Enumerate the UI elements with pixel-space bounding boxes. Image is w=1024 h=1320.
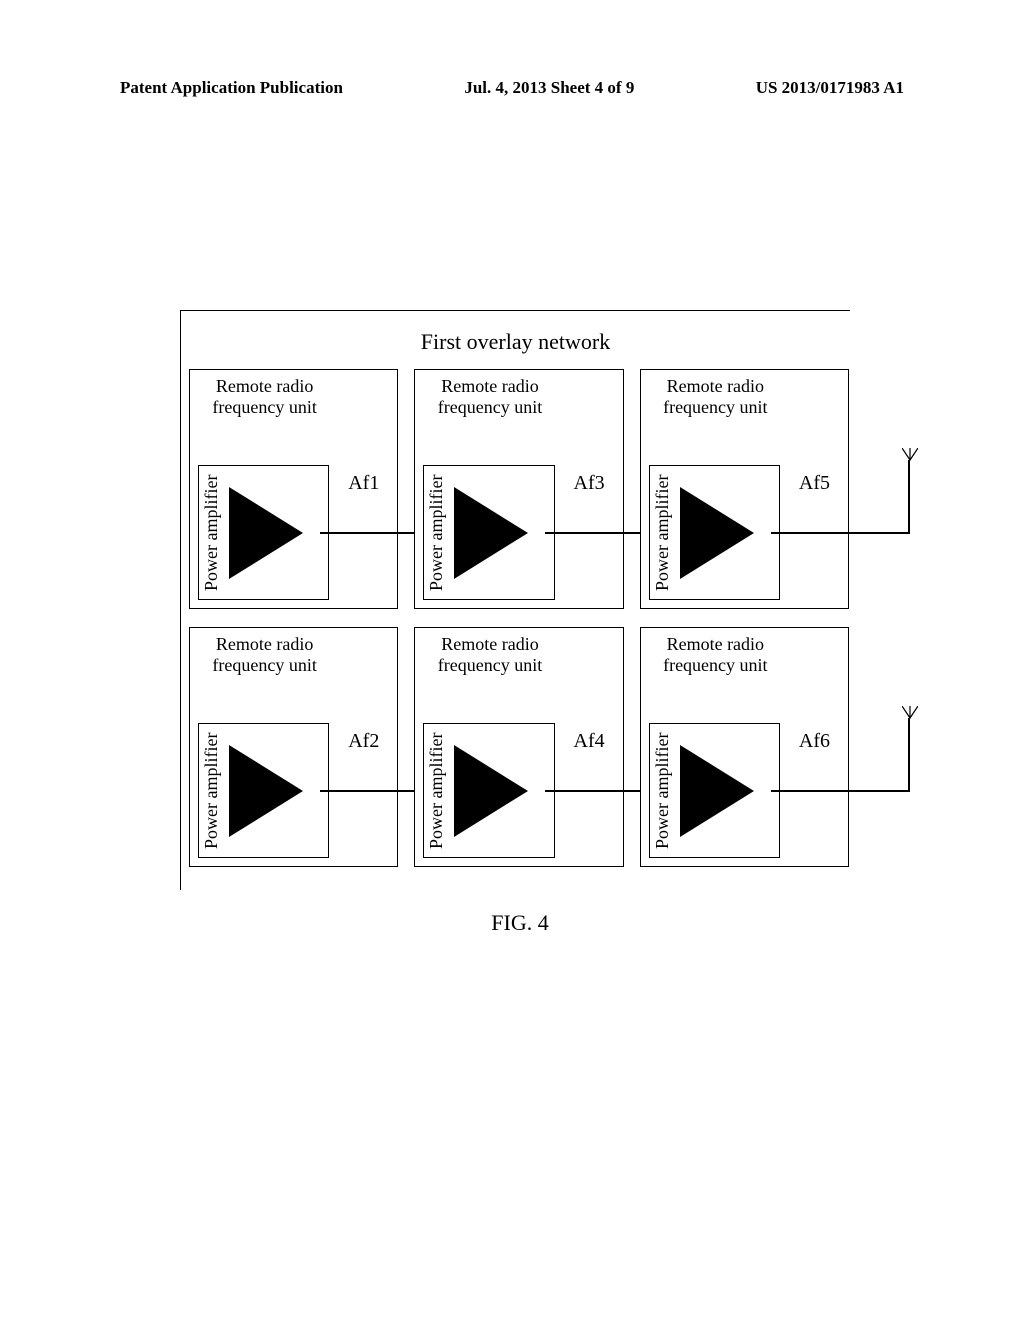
af-label: Af5 bbox=[799, 472, 830, 495]
overlay-title: First overlay network bbox=[181, 329, 850, 355]
unit-title: Remote radio frequency unit bbox=[425, 634, 554, 675]
af-label: Af4 bbox=[574, 730, 605, 753]
page-header: Patent Application Publication Jul. 4, 2… bbox=[0, 78, 1024, 98]
antenna-line bbox=[908, 460, 910, 532]
power-amplifier-box: Power amplifier bbox=[649, 723, 780, 858]
antenna-icon bbox=[902, 706, 918, 720]
af-label: Af6 bbox=[799, 730, 830, 753]
power-amplifier-box: Power amplifier bbox=[198, 465, 329, 600]
rf-unit: Remote radio frequency unit Power amplif… bbox=[189, 627, 398, 867]
header-left: Patent Application Publication bbox=[120, 78, 343, 98]
amp-label: Power amplifier bbox=[199, 466, 224, 599]
output-line bbox=[771, 532, 910, 534]
amplifier-triangle-icon bbox=[229, 745, 303, 837]
amplifier-triangle-icon bbox=[680, 745, 754, 837]
rf-unit: Remote radio frequency unit Power amplif… bbox=[640, 627, 849, 867]
amplifier-triangle-icon bbox=[229, 487, 303, 579]
power-amplifier-box: Power amplifier bbox=[423, 723, 554, 858]
antenna-icon bbox=[902, 448, 918, 462]
header-right: US 2013/0171983 A1 bbox=[756, 78, 904, 98]
rf-unit: Remote radio frequency unit Power amplif… bbox=[640, 369, 849, 609]
amplifier-triangle-icon bbox=[454, 487, 528, 579]
amp-label: Power amplifier bbox=[650, 466, 675, 599]
overlay-network-box: First overlay network Remote radio frequ… bbox=[180, 310, 850, 890]
power-amplifier-box: Power amplifier bbox=[198, 723, 329, 858]
rf-unit: Remote radio frequency unit Power amplif… bbox=[414, 627, 623, 867]
unit-title: Remote radio frequency unit bbox=[651, 376, 780, 417]
power-amplifier-box: Power amplifier bbox=[423, 465, 554, 600]
amp-label: Power amplifier bbox=[424, 724, 449, 857]
amp-label: Power amplifier bbox=[199, 724, 224, 857]
af-label: Af2 bbox=[348, 730, 379, 753]
power-amplifier-box: Power amplifier bbox=[649, 465, 780, 600]
output-line bbox=[771, 790, 910, 792]
unit-grid: Remote radio frequency unit Power amplif… bbox=[189, 369, 849, 867]
figure-caption: FIG. 4 bbox=[180, 910, 860, 936]
amplifier-triangle-icon bbox=[454, 745, 528, 837]
amplifier-triangle-icon bbox=[680, 487, 754, 579]
rf-unit: Remote radio frequency unit Power amplif… bbox=[189, 369, 398, 609]
amp-label: Power amplifier bbox=[650, 724, 675, 857]
page: Patent Application Publication Jul. 4, 2… bbox=[0, 0, 1024, 1320]
af-label: Af3 bbox=[574, 472, 605, 495]
antenna-line bbox=[908, 718, 910, 790]
header-center: Jul. 4, 2013 Sheet 4 of 9 bbox=[464, 78, 634, 98]
unit-title: Remote radio frequency unit bbox=[200, 634, 329, 675]
unit-title: Remote radio frequency unit bbox=[651, 634, 780, 675]
unit-title: Remote radio frequency unit bbox=[200, 376, 329, 417]
unit-title: Remote radio frequency unit bbox=[425, 376, 554, 417]
figure-area: First overlay network Remote radio frequ… bbox=[180, 310, 860, 936]
amp-label: Power amplifier bbox=[424, 466, 449, 599]
rf-unit: Remote radio frequency unit Power amplif… bbox=[414, 369, 623, 609]
af-label: Af1 bbox=[348, 472, 379, 495]
